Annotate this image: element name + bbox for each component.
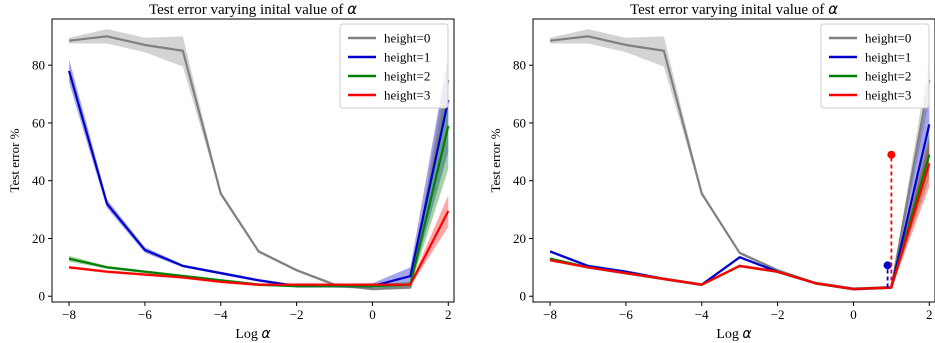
y-axis-label: Test error % bbox=[7, 128, 22, 192]
legend-label-height-0: height=0 bbox=[865, 31, 911, 46]
y-axis-label: Test error % bbox=[488, 128, 503, 192]
x-tick-label: −8 bbox=[543, 307, 557, 322]
legend-box bbox=[339, 23, 449, 109]
x-axis-label: Log α bbox=[235, 326, 271, 342]
legend: height=0 height=1 height=2 height=3 bbox=[339, 23, 449, 109]
y-tick-label: 0 bbox=[520, 289, 527, 304]
legend-label-height-0: height=0 bbox=[384, 31, 430, 46]
x-tick-label: 2 bbox=[445, 307, 452, 322]
y-tick-label: 80 bbox=[513, 58, 526, 73]
x-tick-label: −2 bbox=[290, 307, 304, 322]
axes-frame bbox=[51, 18, 455, 303]
marker-point-1 bbox=[883, 261, 892, 270]
x-tick-label: −8 bbox=[62, 307, 76, 322]
chart-title: Test error varying inital value of α bbox=[149, 0, 357, 18]
y-tick-label: 40 bbox=[32, 173, 45, 188]
plot-area bbox=[549, 29, 931, 291]
y-tick-label: 80 bbox=[32, 58, 45, 73]
y-tick-label: 40 bbox=[513, 173, 526, 188]
legend-box bbox=[820, 23, 930, 109]
x-tick-label: −6 bbox=[619, 307, 633, 322]
y-tick-label: 20 bbox=[513, 231, 526, 246]
y-tick-label: 60 bbox=[32, 115, 45, 130]
chart-title: Test error varying inital value of α bbox=[630, 0, 838, 18]
legend-label-height-2: height=2 bbox=[865, 69, 911, 84]
y-tick-label: 20 bbox=[32, 231, 45, 246]
marker-point-2 bbox=[887, 150, 896, 159]
x-tick-label: 0 bbox=[850, 307, 857, 322]
band-height-1 bbox=[550, 88, 930, 291]
series-line-height-0 bbox=[68, 35, 450, 291]
x-tick-label: −2 bbox=[771, 307, 785, 322]
axes-frame bbox=[532, 18, 935, 303]
legend-label-height-1: height=1 bbox=[384, 50, 430, 65]
legend-label-height-3: height=3 bbox=[865, 88, 911, 103]
legend-label-height-1: height=1 bbox=[865, 50, 911, 65]
x-tick-label: −6 bbox=[138, 307, 152, 322]
series-line-height-1 bbox=[549, 124, 931, 291]
series-line-height-3 bbox=[549, 163, 931, 291]
band-height-2 bbox=[69, 88, 449, 288]
series-line-height-2 bbox=[68, 125, 450, 288]
x-tick-label: 0 bbox=[369, 307, 376, 322]
y-tick-label: 60 bbox=[513, 115, 526, 130]
series-line-height-3 bbox=[68, 210, 450, 286]
legend-label-height-3: height=3 bbox=[384, 88, 430, 103]
legend: height=0 height=1 height=2 height=3 bbox=[820, 23, 930, 109]
plot-area bbox=[68, 29, 450, 291]
x-tick-label: −4 bbox=[214, 307, 228, 322]
x-tick-label: 2 bbox=[926, 307, 933, 322]
legend-label-height-2: height=2 bbox=[384, 69, 430, 84]
y-tick-label: 0 bbox=[39, 289, 46, 304]
x-tick-label: −4 bbox=[695, 307, 709, 322]
x-axis-label: Log α bbox=[716, 326, 752, 342]
